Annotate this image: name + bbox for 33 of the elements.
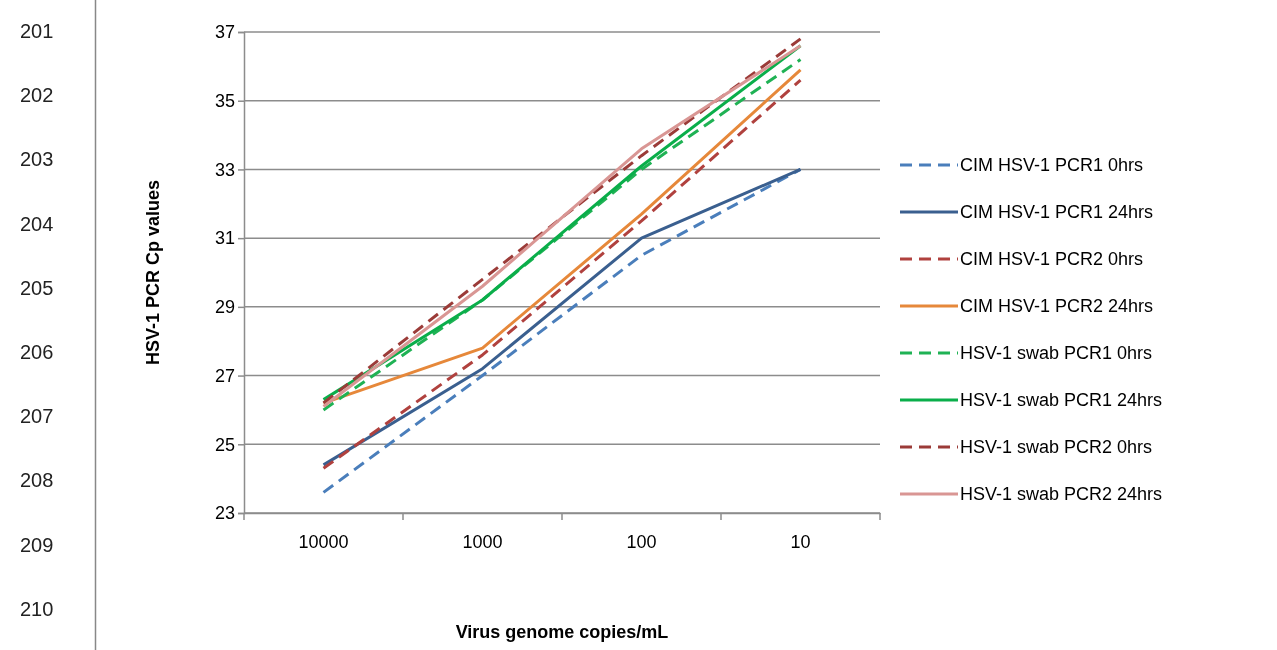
x-tick-label: 100: [626, 531, 657, 552]
legend-label: CIM HSV-1 PCR1 0hrs: [960, 155, 1144, 176]
x-axis-title: Virus genome copies/mL: [455, 622, 669, 642]
legend-label: HSV-1 swab PCR1 0hrs: [960, 343, 1153, 364]
text: 208: [20, 469, 54, 492]
y-tick-label: 31: [214, 228, 235, 249]
y-tick-label: 29: [214, 297, 235, 318]
legend-label: CIM HSV-1 PCR2 0hrs: [960, 249, 1144, 270]
legend-label: HSV-1 swab PCR2 24hrs: [960, 484, 1163, 505]
y-tick-label: 23: [214, 503, 235, 524]
text: 210: [20, 597, 54, 620]
y-tick-label: 35: [214, 90, 235, 111]
y-axis-title: HSV-1 PCR Cp values: [143, 179, 163, 366]
legend-label: CIM HSV-1 PCR2 24hrs: [960, 296, 1154, 317]
text: 207: [20, 405, 54, 428]
y-tick-label: 33: [214, 159, 235, 180]
text: 204: [20, 212, 54, 235]
legend-label: HSV-1 swab PCR1 24hrs: [960, 390, 1163, 411]
text: 203: [20, 148, 54, 171]
x-tick-label: 1000: [462, 531, 503, 552]
legend-label: HSV-1 swab PCR2 0hrs: [960, 437, 1153, 458]
text: 202: [20, 84, 54, 107]
legend-label: CIM HSV-1 PCR1 24hrs: [960, 202, 1154, 223]
y-tick-label: 27: [214, 365, 235, 386]
text: 206: [20, 341, 54, 363]
text: 209: [20, 533, 54, 556]
x-tick-label: 10000: [298, 531, 349, 552]
text: 205: [20, 276, 54, 299]
text: 201: [20, 20, 54, 42]
y-tick-label: 37: [214, 22, 235, 43]
y-tick-label: 25: [214, 434, 235, 455]
x-tick-label: 10: [790, 531, 811, 552]
line-series: [322, 78, 802, 470]
